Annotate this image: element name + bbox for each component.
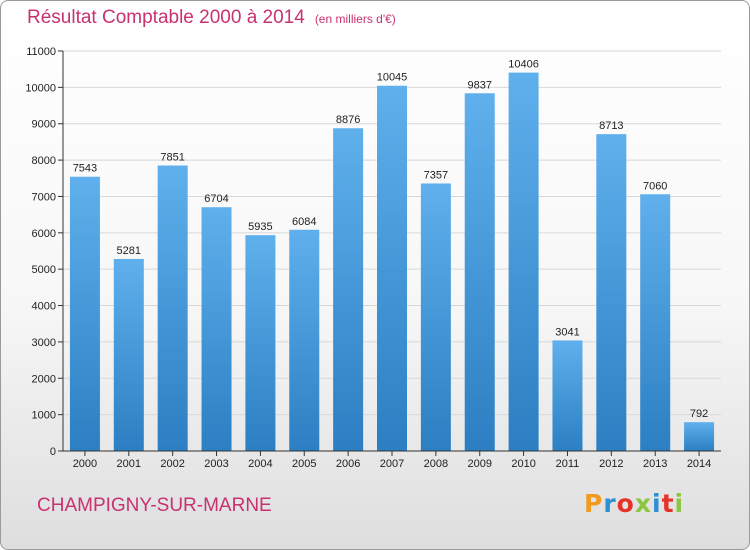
data-label: 10406 — [508, 59, 539, 71]
x-tick-label: 2008 — [424, 458, 448, 470]
x-tick-label: 2011 — [556, 458, 580, 470]
data-label: 7060 — [643, 180, 667, 192]
data-label: 7851 — [160, 152, 184, 164]
bars-layer — [69, 72, 715, 452]
y-tick-label: 11000 — [26, 46, 56, 58]
data-label: 8876 — [336, 114, 360, 126]
chart-title: Résultat Comptable 2000 à 2014 (en millie… — [27, 7, 396, 29]
bar — [508, 72, 539, 451]
bar — [245, 235, 276, 451]
bar — [113, 258, 144, 451]
x-tick-label: 2009 — [467, 458, 491, 470]
x-tick-label: 2007 — [380, 458, 404, 470]
y-tick-label: 8000 — [32, 155, 56, 167]
y-tick-label: 3000 — [32, 337, 56, 349]
data-label: 5281 — [117, 245, 141, 257]
y-tick-label: 5000 — [32, 264, 56, 276]
bar — [420, 183, 451, 452]
data-label: 5935 — [248, 221, 272, 233]
proxiti-logo: Proxiti — [584, 489, 685, 518]
chart-title-text: Résultat Comptable 2000 à 2014 — [27, 7, 305, 28]
data-label: 9837 — [467, 79, 491, 91]
city-name: CHAMPIGNY-SUR-MARNE — [37, 495, 272, 516]
data-label: 3041 — [555, 326, 579, 338]
x-tick-label: 2000 — [73, 458, 97, 470]
y-tick-label: 9000 — [32, 119, 56, 131]
bar — [377, 85, 407, 452]
y-tick-label: 6000 — [32, 228, 56, 240]
x-tick-label: 2004 — [248, 458, 272, 470]
bar — [596, 134, 627, 451]
y-tick-label: 2000 — [32, 373, 56, 385]
bar — [289, 229, 320, 451]
data-label: 792 — [690, 408, 708, 420]
y-tick-label: 1000 — [32, 410, 56, 422]
bar — [684, 422, 715, 451]
data-label: 10045 — [377, 72, 408, 84]
data-label: 6084 — [292, 216, 316, 228]
bar — [333, 128, 364, 451]
x-tick-label: 2001 — [117, 458, 141, 470]
x-tick-label: 2013 — [643, 458, 667, 470]
y-tick-label: 4000 — [32, 301, 56, 313]
data-label: 8713 — [599, 120, 623, 132]
labels-layer: 7543 5281 7851 6704 5935 6084 8876 10045 7357 983… — [73, 59, 709, 421]
bar — [640, 194, 671, 452]
x-tick-label: 2003 — [204, 458, 228, 470]
x-tick-label: 2002 — [160, 458, 184, 470]
x-tick-label: 2012 — [599, 458, 623, 470]
bar — [552, 340, 583, 451]
axes-layer: 0 1000 2000 3000 4000 5000 6000 7000 8000 9000 100… — [25, 46, 721, 470]
chart-unit: (en milliers d'€) — [314, 12, 396, 26]
x-tick-label: 2014 — [687, 458, 711, 470]
y-tick-label: 0 — [50, 446, 56, 458]
bar — [69, 176, 100, 451]
bar — [201, 207, 232, 451]
bar — [157, 165, 188, 451]
data-label: 6704 — [204, 193, 228, 205]
data-label: 7543 — [73, 163, 97, 175]
data-label: 7357 — [424, 169, 448, 181]
x-tick-label: 2010 — [511, 458, 535, 470]
x-tick-label: 2005 — [292, 458, 316, 470]
bar — [464, 93, 495, 452]
y-tick-label: 7000 — [32, 191, 56, 203]
y-tick-label: 10000 — [25, 82, 56, 94]
x-tick-label: 2006 — [336, 458, 360, 470]
